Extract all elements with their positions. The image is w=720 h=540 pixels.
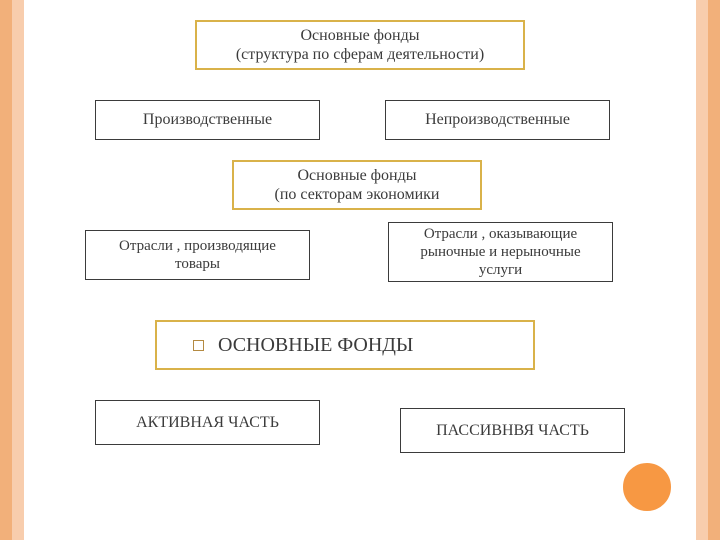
text-line: Основные фонды <box>236 26 484 45</box>
decor-stripe-left-outer <box>0 0 12 540</box>
text-line: Отрасли , производящие <box>119 237 276 255</box>
decor-stripe-left-inner <box>12 0 24 540</box>
text-line: ПАССИВНВЯ ЧАСТЬ <box>436 421 589 440</box>
text-line: АКТИВНАЯ ЧАСТЬ <box>136 413 279 432</box>
text-line: Производственные <box>143 110 272 129</box>
text-line: Основные фонды <box>275 166 440 185</box>
box-goods-producing: Отрасли , производящие товары <box>85 230 310 280</box>
box-main-funds-heading: ОСНОВНЫЕ ФОНДЫ <box>155 320 535 370</box>
text-line: Непроизводственные <box>425 110 570 129</box>
text-line: (структура по сферам деятельности) <box>236 45 484 64</box>
text-line: (по секторам экономики <box>275 185 440 204</box>
text-line: Отрасли , оказывающие <box>420 225 580 243</box>
text-line: услуги <box>420 261 580 279</box>
text-line: рыночные и нерыночные <box>420 243 580 261</box>
box-funds-by-sector: Основные фонды (по секторам экономики <box>232 160 482 210</box>
text-line: ОСНОВНЫЕ ФОНДЫ <box>218 333 413 357</box>
slide-stage: Основные фонды (структура по сферам деят… <box>0 0 720 540</box>
box-services-providing: Отрасли , оказывающие рыночные и нерыноч… <box>388 222 613 282</box>
box-passive-part: ПАССИВНВЯ ЧАСТЬ <box>400 408 625 453</box>
box-nonproduction: Непроизводственные <box>385 100 610 140</box>
box-production: Производственные <box>95 100 320 140</box>
text-line: товары <box>119 255 276 273</box>
decor-stripe-right-outer <box>708 0 720 540</box>
box-funds-by-sphere: Основные фонды (структура по сферам деят… <box>195 20 525 70</box>
accent-circle-icon <box>620 460 674 514</box>
box-active-part: АКТИВНАЯ ЧАСТЬ <box>95 400 320 445</box>
decor-stripe-right-inner <box>696 0 708 540</box>
bullet-square-icon <box>193 340 204 351</box>
